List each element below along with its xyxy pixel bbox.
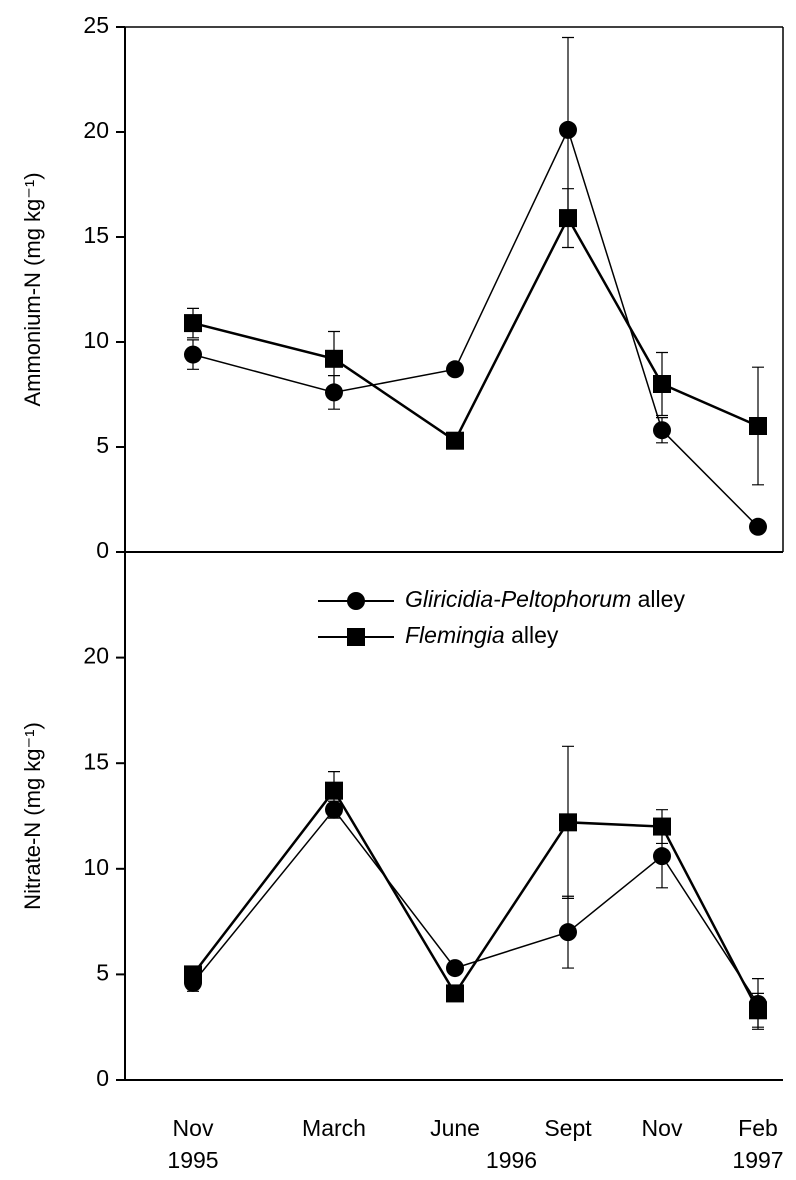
square-marker — [446, 431, 464, 450]
legend-marker — [347, 592, 365, 610]
series-line — [192, 215, 759, 443]
square-marker — [325, 349, 343, 368]
circle-marker — [559, 120, 577, 139]
x-tick-label: Feb — [738, 1115, 778, 1141]
circle-marker — [184, 345, 202, 364]
series-line — [192, 788, 760, 1011]
x-tick-label: March — [302, 1115, 366, 1141]
y-tick-label: 10 — [83, 854, 109, 880]
square-marker — [559, 813, 577, 832]
y-tick-label: 25 — [83, 12, 109, 38]
square-marker — [184, 314, 202, 333]
legend-marker — [347, 628, 365, 646]
y-tick-label: 20 — [83, 643, 109, 669]
x-tick-label: June — [430, 1115, 480, 1141]
legend-label: Gliricidia-Peltophorum alley — [405, 586, 685, 612]
square-marker — [184, 965, 202, 984]
x-tick-label: Sept — [544, 1115, 592, 1141]
y-tick-label: 10 — [83, 327, 109, 353]
circle-marker — [559, 923, 577, 942]
x-tick-label: Nov — [173, 1115, 214, 1141]
square-marker — [559, 209, 577, 228]
legend-label: Flemingia alley — [405, 622, 559, 648]
square-marker — [653, 375, 671, 393]
circle-marker — [653, 421, 671, 440]
circle-marker — [325, 800, 343, 819]
square-marker — [653, 817, 671, 836]
x-year-label: 1997 — [732, 1147, 783, 1173]
y-tick-label: 0 — [96, 537, 109, 563]
y-axis-label: Ammonium-N (mg kg⁻¹) — [20, 172, 45, 406]
square-marker — [446, 984, 464, 1003]
y-tick-label: 15 — [83, 222, 109, 248]
square-marker — [325, 781, 343, 800]
x-year-label: 1995 — [167, 1147, 218, 1173]
y-tick-label: 20 — [83, 117, 109, 143]
square-marker — [749, 417, 767, 435]
circle-marker — [653, 847, 671, 866]
circle-marker — [325, 383, 343, 402]
y-tick-label: 5 — [96, 959, 109, 985]
series-line — [192, 808, 759, 1005]
y-tick-label: 5 — [96, 432, 109, 458]
series-line — [192, 127, 759, 528]
y-axis-label: Nitrate-N (mg kg⁻¹) — [20, 722, 45, 910]
y-tick-label: 0 — [96, 1065, 109, 1091]
circle-marker — [749, 517, 767, 536]
square-marker — [749, 1001, 767, 1020]
x-tick-label: Nov — [642, 1115, 683, 1141]
circle-marker — [446, 360, 464, 379]
y-tick-label: 15 — [83, 748, 109, 774]
x-year-label: 1996 — [486, 1147, 537, 1173]
circle-marker — [446, 959, 464, 978]
